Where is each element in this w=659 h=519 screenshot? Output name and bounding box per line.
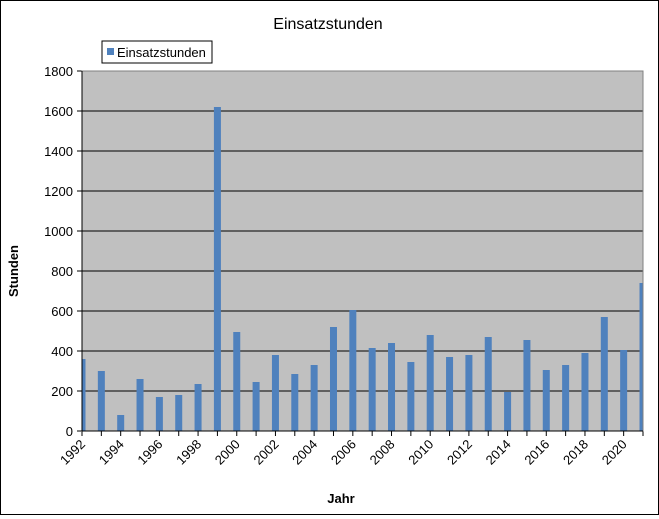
x-tick-label: 2006: [328, 437, 359, 468]
x-tick-label: 2002: [251, 437, 282, 468]
x-tick-label: 2008: [367, 437, 398, 468]
y-tick-label: 600: [51, 304, 73, 319]
bar-2020: [620, 350, 628, 431]
bar-2018: [581, 353, 589, 431]
x-tick-label: 1992: [57, 437, 88, 468]
bar-2009: [407, 362, 415, 431]
y-tick-label: 400: [51, 344, 73, 359]
x-tick-label: 1996: [134, 437, 165, 468]
plot-background: [82, 71, 643, 431]
bar-2006: [349, 310, 357, 431]
bar-1998: [194, 384, 202, 431]
bar-1992: [82, 359, 86, 431]
bar-2005: [329, 327, 337, 431]
y-tick-label: 1000: [44, 224, 73, 239]
legend-box: [101, 40, 213, 64]
bar-2017: [562, 365, 570, 431]
bar-2001: [252, 382, 260, 431]
bar-2013: [484, 337, 492, 431]
bar-2000: [233, 332, 241, 431]
x-tick-label: 2016: [521, 437, 552, 468]
y-tick-label: 1400: [44, 144, 73, 159]
x-tick-label: 2010: [405, 437, 436, 468]
x-axis-title: Jahr: [327, 491, 354, 506]
bar-1999: [213, 107, 221, 431]
y-tick-label: 0: [66, 424, 73, 439]
bar-2021: [639, 283, 643, 431]
x-tick-label: 2014: [483, 437, 514, 468]
bar-2003: [291, 374, 299, 431]
bar-1996: [155, 397, 163, 431]
bar-2007: [368, 348, 376, 431]
bar-2010: [426, 335, 434, 431]
legend: Einsatzstunden: [101, 40, 213, 64]
bar-2002: [271, 355, 279, 431]
bar-2012: [465, 355, 473, 431]
y-tick-label: 800: [51, 264, 73, 279]
bar-2019: [600, 317, 608, 431]
bar-1997: [175, 395, 183, 431]
bar-1994: [117, 415, 125, 431]
chart-title: Einsatzstunden: [273, 16, 382, 33]
plot-area: 0 200 400 600 800 1000 1200 1400 1600 1800 1992 199…: [44, 64, 644, 468]
bar-2016: [542, 370, 550, 431]
bar-2011: [446, 357, 454, 431]
bar-1995: [136, 379, 144, 431]
y-tick-label: 200: [51, 384, 73, 399]
bar-2004: [310, 365, 318, 431]
x-tick-label: 2012: [444, 437, 475, 468]
legend-swatch: [107, 48, 114, 55]
y-tick-label: 1800: [44, 64, 73, 79]
bar-2015: [523, 340, 531, 431]
y-tick-label: 1600: [44, 104, 73, 119]
legend-label: Einsatzstunden: [117, 45, 206, 60]
bar-1993: [97, 371, 105, 431]
x-tick-label: 1998: [173, 437, 204, 468]
y-tick-label: 1200: [44, 184, 73, 199]
x-tick-label: 2004: [289, 437, 320, 468]
bar-2008: [388, 343, 396, 431]
x-tick-label: 2020: [599, 437, 630, 468]
bar-2014: [504, 392, 512, 431]
x-tick-label: 2000: [212, 437, 243, 468]
x-tick-label: 1994: [96, 437, 127, 468]
y-axis-title: Stunden: [6, 245, 21, 297]
x-tick-label: 2018: [560, 437, 591, 468]
